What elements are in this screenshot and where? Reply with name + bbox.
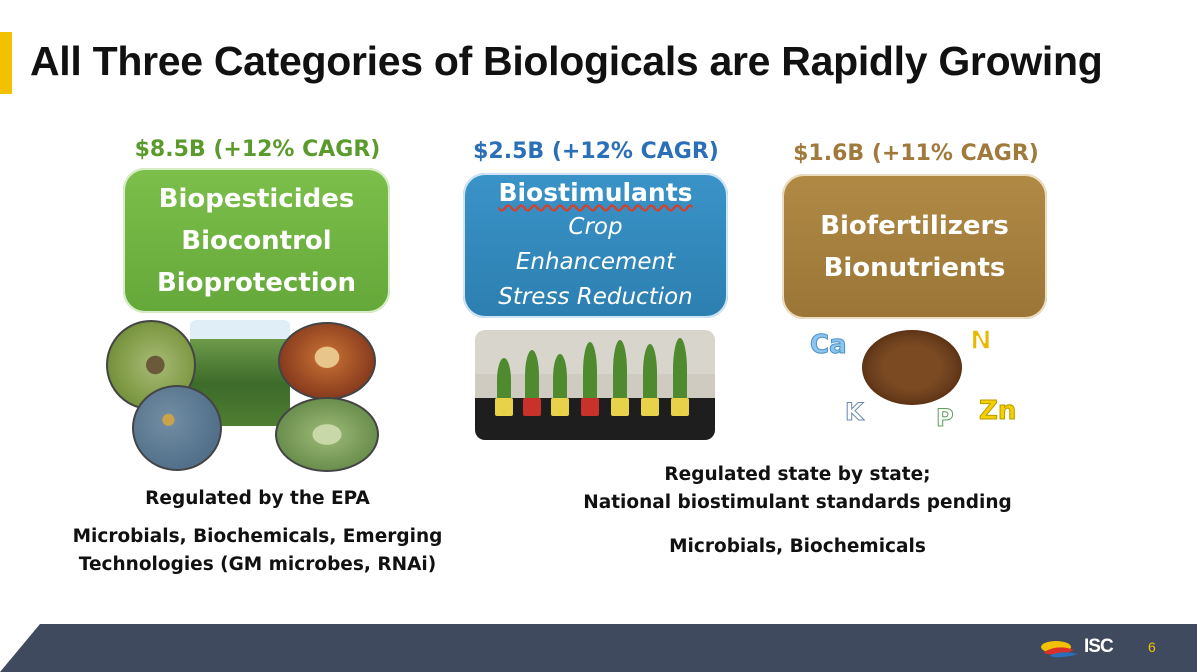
epa-types-note: Microbials, Biochemicals, Emerging Techn…: [55, 523, 460, 579]
pot: [641, 398, 659, 416]
state-regulation-note: Regulated state by state; National biost…: [560, 461, 1035, 517]
stress-reduction-label: Stress Reduction: [498, 284, 693, 310]
bionutrients-label: Bionutrients: [823, 252, 1006, 283]
biostimulants-label: Biostimulants: [498, 178, 693, 207]
fungal-disease-leaf-photo: [132, 385, 222, 471]
state-regulation-line: Regulated state by state;: [664, 464, 931, 485]
biofertilizers-label: Biofertilizers: [820, 210, 1009, 241]
state-types-note: Microbials, Biochemicals: [669, 536, 926, 557]
seedling: [497, 358, 511, 402]
mildew-leaf-photo: [275, 397, 379, 472]
isc-logo-text: ISC: [1084, 636, 1114, 657]
biopesticides-label: Biopesticides: [158, 183, 355, 214]
isc-logo-swoosh-icon: [1041, 641, 1078, 658]
nitrogen-symbol: N: [969, 325, 992, 357]
bioprotection-label: Bioprotection: [156, 267, 357, 298]
epa-regulation-note: Regulated by the EPA: [145, 488, 370, 509]
biocontrol-label: Biocontrol: [181, 225, 332, 256]
seedlings-tray-photo: [475, 330, 715, 440]
calcium-symbol: Ca: [810, 330, 848, 361]
biofertilizers-box: Biofertilizers Bionutrients: [782, 174, 1047, 319]
zinc-symbol: Zn: [978, 396, 1017, 427]
pot: [495, 398, 513, 416]
slide-title: All Three Categories of Biologicals are …: [30, 38, 1103, 84]
enhancement-label: Enhancement: [515, 249, 676, 275]
biostimulants-market-size: $2.5B (+12% CAGR): [473, 139, 719, 164]
pot: [581, 398, 599, 416]
epa-types-line: Microbials, Biochemicals, Emerging: [72, 526, 443, 547]
seedling: [583, 342, 597, 402]
epa-types-line: Technologies (GM microbes, RNAi): [78, 554, 437, 575]
seedling: [525, 350, 539, 402]
nematode-photo: [278, 322, 376, 400]
state-regulation-line: National biostimulant standards pending: [583, 492, 1012, 513]
potassium-symbol: K: [845, 398, 865, 427]
biofertilizers-market-size: $1.6B (+11% CAGR): [793, 141, 1039, 166]
footer-bar: [0, 624, 1197, 672]
pot: [523, 398, 541, 416]
page-number: 6: [1148, 639, 1156, 655]
biostimulants-box: Biostimulants Crop Enhancement Stress Re…: [463, 173, 728, 318]
isc-logo: ISC: [1040, 632, 1120, 662]
seedling: [643, 344, 657, 402]
seedling: [673, 338, 687, 402]
biopesticides-box: Biopesticides Biocontrol Bioprotection: [123, 168, 390, 313]
pot: [551, 398, 569, 416]
seedling: [613, 340, 627, 402]
pot: [611, 398, 629, 416]
seedling: [553, 354, 567, 402]
crop-label: Crop: [568, 214, 623, 240]
pot: [671, 398, 689, 416]
fertilizer-granules-photo: [862, 330, 962, 405]
title-accent-bar: [0, 32, 12, 94]
biopesticides-market-size: $8.5B (+12% CAGR): [134, 137, 381, 162]
phosphorus-symbol: P: [936, 404, 955, 433]
